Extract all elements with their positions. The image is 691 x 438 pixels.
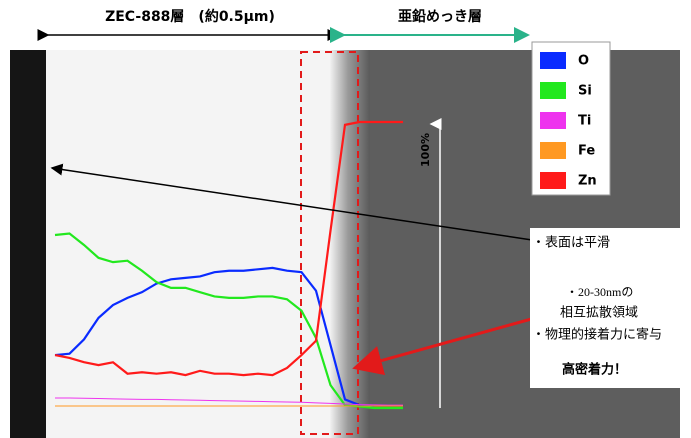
legend-swatch [540,52,566,69]
legend-label: Si [578,84,592,99]
figure: ZEC-888層 (約0.5μm) 亜鉛めっき層 100% OSiTiFeZn … [0,0,691,438]
layer-label: ZEC-888層 (約0.5μm) [105,8,275,25]
interface [330,50,370,438]
legend-label: Ti [578,114,591,129]
legend-swatch [540,142,566,159]
legend-label: Fe [578,144,595,159]
annotation: ・表面は平滑 [532,236,610,251]
annotation: ・物理的接着力に寄与 [532,327,662,343]
legend-label: Zn [578,174,597,189]
legend-swatch [540,82,566,99]
legend-swatch [540,172,566,189]
annotation: 相互拡散領域 [560,305,638,321]
annotation: ・20-30nmの [566,285,633,299]
surface-strip [10,50,46,438]
layer-label: 亜鉛めっき層 [398,8,482,25]
legend-label: O [578,54,589,69]
coating-region [45,50,330,438]
legend-swatch [540,112,566,129]
scale-label: 100% [419,133,432,167]
annotation: 高密着力！ [562,362,627,378]
